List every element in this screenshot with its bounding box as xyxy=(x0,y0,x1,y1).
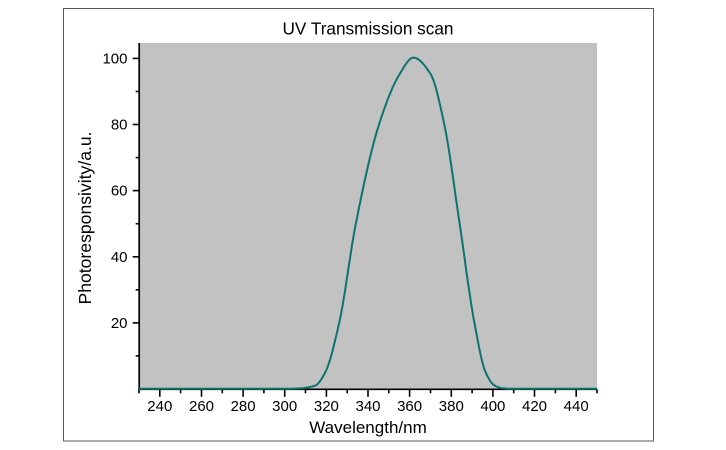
svg-text:240: 240 xyxy=(147,398,172,415)
svg-text:400: 400 xyxy=(480,398,505,415)
svg-text:UV Transmission scan: UV Transmission scan xyxy=(283,19,454,39)
svg-text:360: 360 xyxy=(397,398,422,415)
svg-text:40: 40 xyxy=(111,249,128,266)
svg-text:280: 280 xyxy=(231,398,256,415)
svg-text:260: 260 xyxy=(189,398,214,415)
svg-text:440: 440 xyxy=(564,398,589,415)
svg-text:80: 80 xyxy=(111,117,128,134)
svg-text:Photoresponsivity/a.u.: Photoresponsivity/a.u. xyxy=(75,131,95,304)
svg-text:420: 420 xyxy=(522,398,547,415)
svg-text:60: 60 xyxy=(111,183,128,200)
svg-text:20: 20 xyxy=(111,315,128,332)
svg-text:Wavelength/nm: Wavelength/nm xyxy=(309,418,426,437)
svg-text:320: 320 xyxy=(314,398,339,415)
svg-text:300: 300 xyxy=(272,398,297,415)
svg-text:380: 380 xyxy=(439,398,464,415)
svg-text:340: 340 xyxy=(355,398,380,415)
svg-text:100: 100 xyxy=(102,50,127,67)
